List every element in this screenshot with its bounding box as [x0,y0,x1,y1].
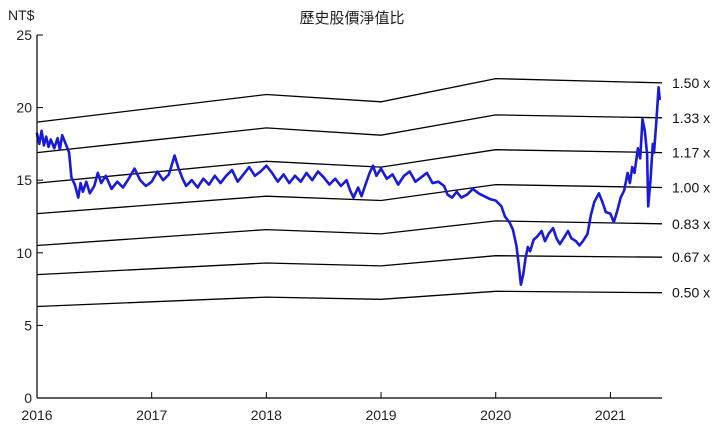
price-line [35,86,661,286]
x-tick-label: 2018 [251,407,282,423]
pb-band-line [36,149,663,184]
x-tick-label: 2021 [595,407,626,423]
pb-band-label: 0.67 x [672,249,710,265]
y-tick-label: 15 [16,172,32,188]
y-axis-unit-label: NT$ [8,7,35,23]
y-tick-label: 0 [24,390,32,406]
pb-band-label: 1.33 x [672,110,710,126]
pb-band-label: 0.50 x [672,285,710,301]
y-tick-label: 20 [16,100,32,116]
y-tick-label: 10 [16,245,32,261]
pb-band-lines [36,77,663,308]
x-tick-label: 2019 [365,407,396,423]
x-tick-label: 2016 [21,407,52,423]
pb-band-labels: 1.50 x 1.33 x 1.17 x 1.00 x 0.83 x 0.67 x 0.50… [672,75,710,301]
y-tick-label: 5 [24,317,32,333]
x-tick-label: 2020 [480,407,511,423]
chart-title: 歷史股價淨值比 [299,9,404,27]
pb-band-line [36,290,663,308]
pb-band-line [36,77,663,123]
pb-band-label: 1.17 x [672,145,710,161]
pb-band-line [36,220,663,247]
price-series [35,86,661,286]
pb-band-label: 1.50 x [672,75,710,91]
y-tick-labels: 0 5 10 15 20 25 [16,27,43,406]
chart-axes [36,35,662,399]
pb-band-line [36,114,663,154]
pb-band-line [36,183,663,215]
x-tick-label: 2017 [136,407,167,423]
pb-band-label: 1.00 x [672,179,710,195]
y-tick-label: 25 [16,27,32,43]
pb-band-line [36,255,663,276]
pb-band-label: 0.83 x [672,216,710,232]
x-tick-labels: 2016 2017 2018 2019 2020 2021 [21,392,626,423]
